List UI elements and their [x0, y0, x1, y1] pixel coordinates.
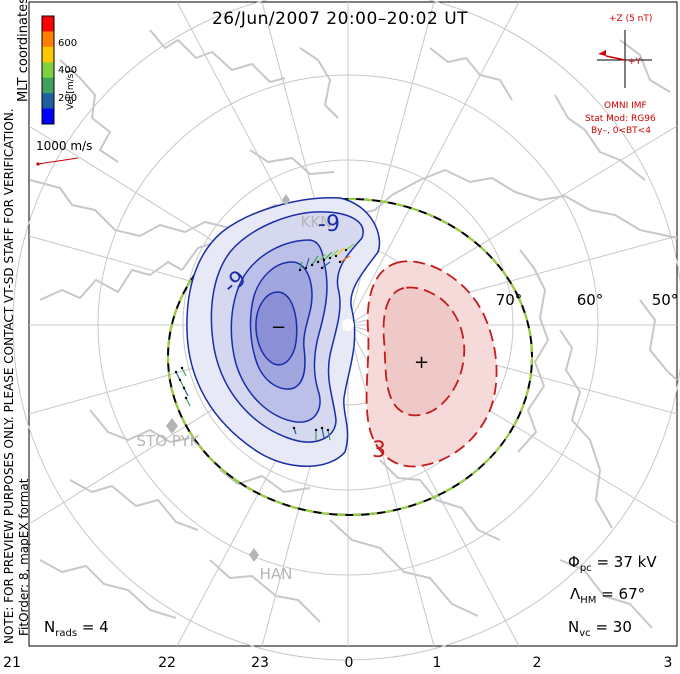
- stat-n-vc: Nvc = 30: [568, 618, 632, 639]
- mlt-label-0: 0: [344, 655, 354, 671]
- velocity-vectors: [174, 243, 355, 441]
- colorbar-segment: [42, 77, 54, 94]
- colorbar-segment: [42, 93, 54, 110]
- stat-n-rads: Nrads = 4: [44, 618, 109, 639]
- coastlines: [29, 29, 678, 629]
- coordinate-system-label: MLT coordinates: [16, 0, 31, 102]
- imf-condition: By–, 0<BT<4: [591, 126, 651, 136]
- lat-label-60: 60°: [576, 291, 604, 309]
- site-label-kkn: KKN: [300, 213, 332, 231]
- imf-source: OMNI IMF: [604, 101, 647, 111]
- mlt-label-22: 22: [158, 655, 176, 671]
- site-marker-kkn: [282, 194, 290, 206]
- site-label-sto-pyk: STO PYK: [136, 432, 200, 450]
- vector-group-dayside: [298, 243, 355, 272]
- potential-minimum-marker: −: [271, 317, 287, 338]
- boundary-dash-overlay: [167, 198, 533, 516]
- lat-label-50: 50°: [651, 291, 679, 309]
- mlt-label-21: 21: [3, 655, 21, 671]
- vector-group-night: [292, 426, 331, 441]
- preview-watermark: NOTE: FOR PREVIEW PURPOSES ONLY. PLEASE …: [2, 108, 16, 644]
- site-marker-han: [249, 548, 259, 562]
- radar-site-markers: [166, 194, 290, 562]
- colorbar-segment: [42, 62, 54, 79]
- colorbar-segment: [42, 16, 54, 32]
- pos-contour-2: [382, 286, 466, 417]
- contour-label-pos: 3: [372, 438, 386, 463]
- stat-phi-pc: Φpc = 37 kV: [568, 553, 657, 574]
- colorbar-segment: [42, 31, 54, 48]
- site-label-han: HAN: [259, 565, 293, 583]
- negative-convection-cell: [186, 197, 381, 467]
- lat-label-70: 70°: [495, 291, 523, 309]
- mlt-label-1: 1: [432, 655, 442, 671]
- colorbar-tick-400: 400: [58, 65, 78, 76]
- neg-contour-inner: [255, 291, 298, 366]
- colorbar-segment: [42, 46, 54, 63]
- mlt-label-3: 3: [663, 655, 673, 671]
- colorbar-tick-600: 600: [58, 38, 78, 49]
- potential-maximum-marker: +: [414, 352, 430, 373]
- positive-convection-cell: [365, 260, 498, 468]
- colorbar-unit-label: Vel [m/s]: [66, 70, 76, 110]
- contour-label-neg-outer: -9: [318, 212, 340, 237]
- colorbar-frame: [41, 15, 55, 125]
- colorbar-segment: [42, 108, 54, 125]
- colorbar-tick-200: 200: [58, 93, 78, 104]
- site-marker-sto: [166, 418, 178, 434]
- speed-reference-label: 1000 m/s: [36, 139, 93, 153]
- mlt-label-2: 2: [532, 655, 542, 671]
- velocity-colorbar: [42, 16, 54, 125]
- map-title: 26/Jun/2007 20:00–20:02 UT: [211, 9, 469, 29]
- imf-stat-model: Stat Mod: RG96: [585, 114, 656, 124]
- vector-group-dusk: [174, 366, 191, 407]
- imf-vector: [605, 55, 626, 61]
- imf-y-label: +Y: [628, 57, 642, 67]
- magnetic-pole-marker: [342, 319, 354, 331]
- speed-reference-vector: [37, 157, 79, 165]
- mlt-label-23: 23: [251, 655, 269, 671]
- fit-order-label: FitOrder: 8, mapEX format: [17, 478, 31, 636]
- imf-z-label: +Z (5 nT): [609, 14, 653, 24]
- stat-lambda-hm: ΛHM = 67°: [570, 585, 646, 606]
- lat-circle-50: [12, 0, 680, 661]
